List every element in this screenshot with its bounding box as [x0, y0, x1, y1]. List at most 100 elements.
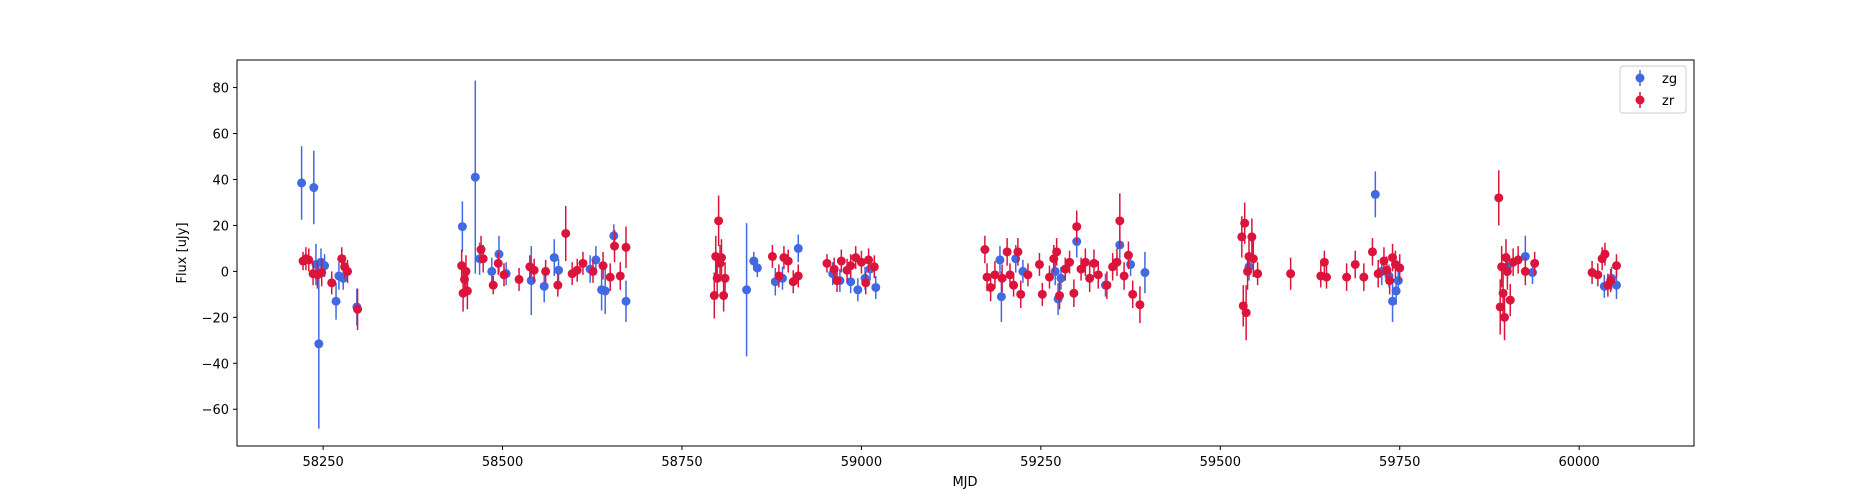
- data-point: [1023, 270, 1033, 280]
- data-point: [864, 255, 874, 265]
- data-point: [1286, 269, 1296, 279]
- data-point: [871, 282, 881, 292]
- data-point: [553, 280, 563, 290]
- y-tick-label: −40: [202, 357, 229, 372]
- data-point: [478, 254, 488, 264]
- data-point: [621, 296, 631, 306]
- x-tick-label: 59500: [1200, 455, 1241, 470]
- data-point: [853, 285, 863, 295]
- data-point: [767, 251, 777, 261]
- data-point: [1076, 264, 1086, 274]
- x-tick-label: 58750: [661, 455, 702, 470]
- data-point: [1055, 291, 1065, 301]
- data-point: [314, 339, 324, 349]
- data-point: [487, 266, 497, 276]
- data-point: [561, 228, 571, 238]
- data-point: [1593, 270, 1603, 280]
- data-point: [598, 261, 608, 271]
- data-point: [1123, 250, 1133, 260]
- data-point: [856, 257, 866, 267]
- data-point: [1060, 264, 1070, 274]
- series-zr: [298, 170, 1621, 341]
- data-point: [462, 286, 472, 296]
- data-point: [499, 270, 509, 280]
- y-tick-label: 40: [212, 173, 229, 188]
- x-tick-label: 58250: [302, 455, 343, 470]
- data-point: [470, 172, 480, 182]
- data-point: [1034, 259, 1044, 269]
- data-point: [317, 268, 327, 278]
- x-tick-label: 59000: [841, 455, 882, 470]
- legend-marker: [1635, 95, 1645, 105]
- data-point: [742, 285, 752, 295]
- data-point: [716, 253, 726, 263]
- data-point: [986, 282, 996, 292]
- data-point: [541, 266, 551, 276]
- data-point: [846, 277, 856, 287]
- data-point: [338, 273, 348, 283]
- data-point: [1502, 266, 1512, 276]
- data-point: [529, 265, 539, 275]
- data-point: [539, 281, 549, 291]
- axes-frame: [236, 59, 1695, 447]
- data-point: [793, 271, 803, 281]
- x-axis: 58250 58500 58750 59000 59250 59500 59750 60000: [302, 446, 1600, 470]
- data-point: [1009, 280, 1019, 290]
- data-point: [1240, 218, 1250, 228]
- data-point: [1388, 296, 1398, 306]
- x-tick-label: 59750: [1379, 455, 1420, 470]
- data-point: [720, 273, 730, 283]
- data-point: [554, 265, 564, 275]
- data-point: [514, 274, 524, 284]
- data-point: [1115, 216, 1125, 226]
- data-point: [1112, 257, 1122, 267]
- data-point: [1385, 276, 1395, 286]
- legend-marker: [1635, 73, 1645, 83]
- data-point: [1243, 266, 1253, 276]
- data-point: [1342, 272, 1352, 282]
- data-point: [995, 255, 1005, 265]
- data-point: [610, 241, 620, 251]
- data-point: [1600, 249, 1610, 259]
- data-point: [719, 291, 729, 301]
- y-tick-label: 80: [212, 82, 229, 97]
- x-tick-label: 58500: [482, 455, 523, 470]
- data-point: [488, 280, 498, 290]
- data-point: [1069, 288, 1079, 298]
- data-point: [861, 278, 871, 288]
- data-point: [327, 278, 337, 288]
- data-point: [578, 258, 588, 268]
- data-point: [1520, 266, 1530, 276]
- data-point: [752, 263, 762, 273]
- data-point: [1044, 272, 1054, 282]
- data-point: [1005, 270, 1015, 280]
- data-point: [1370, 189, 1380, 199]
- data-point: [1319, 257, 1329, 267]
- data-point: [749, 256, 759, 266]
- data-point: [1500, 312, 1510, 322]
- data-point: [1247, 232, 1257, 242]
- data-point: [1102, 280, 1112, 290]
- data-point: [783, 256, 793, 266]
- data-point: [1128, 289, 1138, 299]
- data-point: [331, 296, 341, 306]
- data-point: [1322, 272, 1332, 282]
- x-axis-label: MJD: [952, 475, 977, 490]
- x-tick-label: 59250: [1020, 455, 1061, 470]
- data-point: [1013, 247, 1023, 257]
- data-point: [343, 266, 353, 276]
- legend-label: zr: [1662, 94, 1675, 109]
- data-point: [990, 270, 1000, 280]
- data-point: [615, 271, 625, 281]
- data-point: [774, 271, 784, 281]
- data-point: [869, 262, 879, 272]
- data-point: [1350, 259, 1360, 269]
- data-point: [1391, 286, 1401, 296]
- data-point: [309, 183, 319, 193]
- data-point: [1359, 272, 1369, 282]
- data-point: [549, 253, 559, 263]
- y-tick-label: −20: [202, 311, 229, 326]
- data-point: [1080, 257, 1090, 267]
- data-point: [793, 243, 803, 253]
